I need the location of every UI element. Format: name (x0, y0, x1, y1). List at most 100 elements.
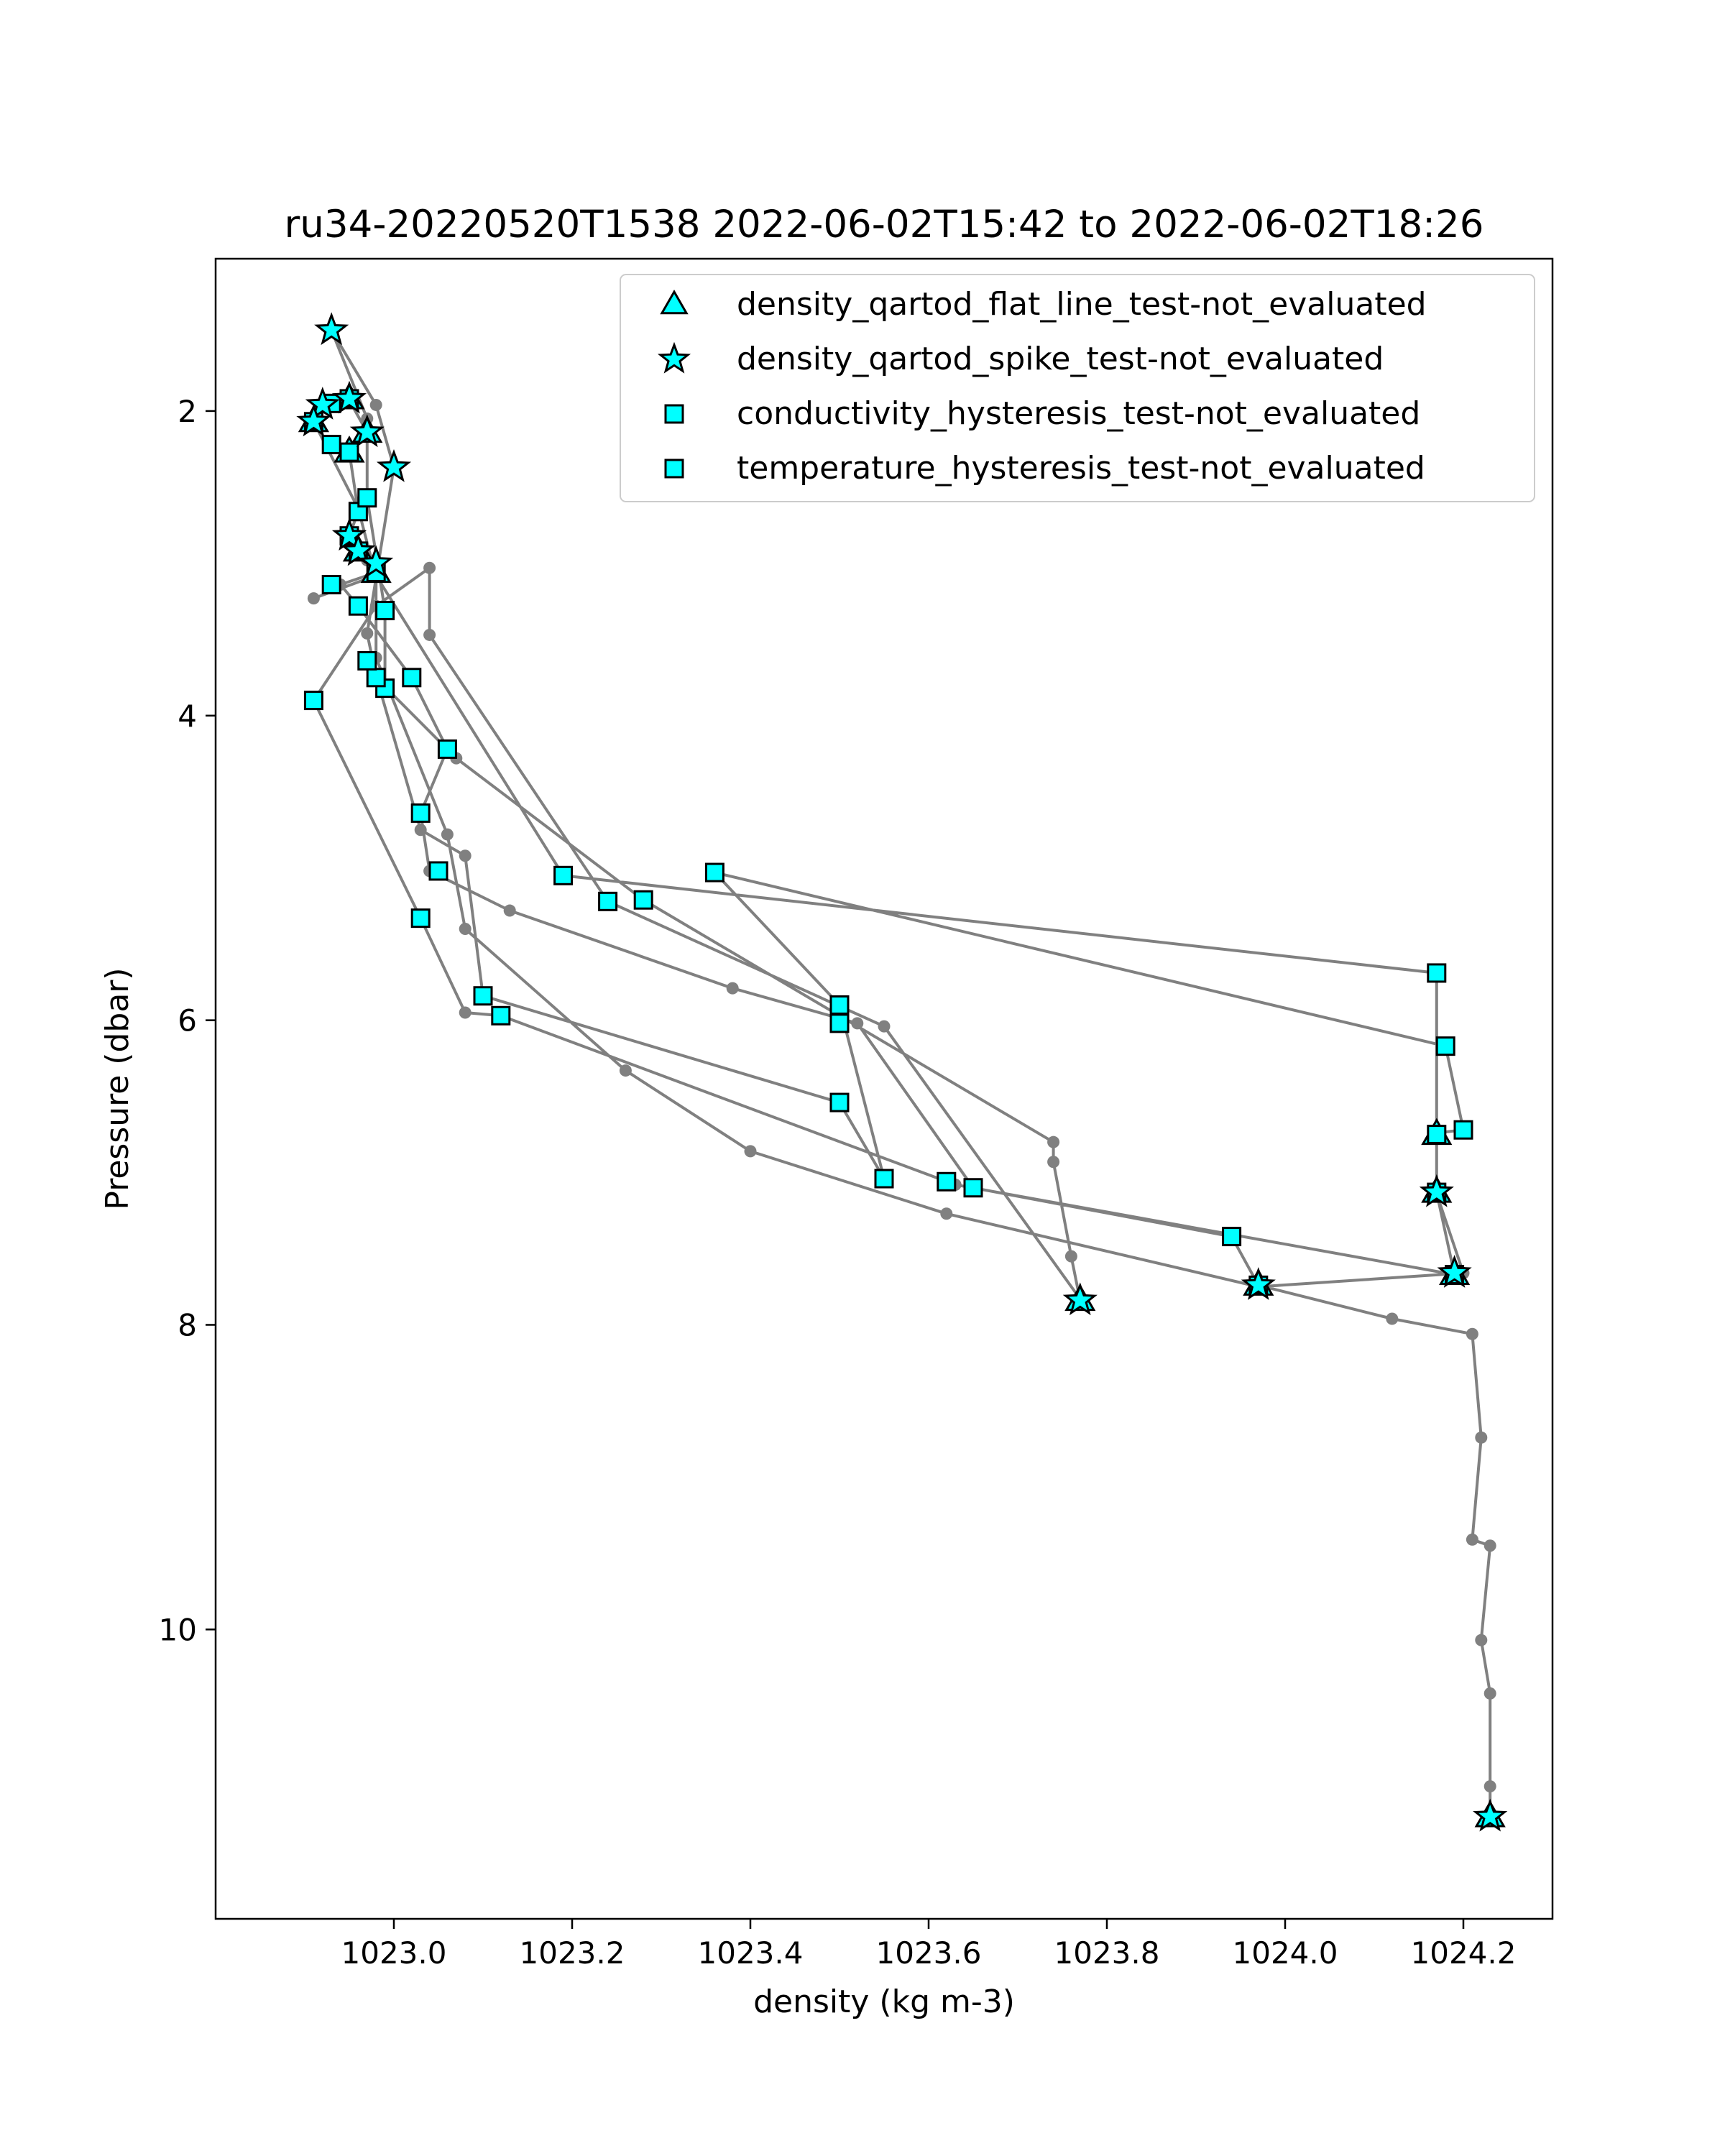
profile-point (459, 1006, 472, 1019)
profile-point (503, 904, 516, 917)
hysteresis-test-marker (473, 986, 493, 1006)
hysteresis-test-marker (357, 488, 377, 508)
profile-point (1064, 1250, 1077, 1263)
hysteresis-test-marker (874, 1169, 894, 1189)
profile-point (423, 628, 436, 641)
legend-square-icon (664, 459, 684, 479)
x-tick-label: 1023.0 (341, 1935, 447, 1971)
profile-point (459, 922, 472, 935)
hysteresis-test-marker (633, 890, 653, 910)
profile-point (1484, 1780, 1496, 1793)
hysteresis-test-marker (963, 1178, 983, 1198)
legend-label-temperature-hysteresis: temperature_hysteresis_test-not_evaluate… (737, 450, 1425, 487)
x-tick-label: 1023.2 (520, 1935, 625, 1971)
spike-test-marker (296, 403, 331, 437)
hysteresis-test-marker (321, 575, 341, 595)
spike-test-marker (341, 533, 376, 566)
hysteresis-test-marker (1435, 1036, 1455, 1056)
plot-frame (214, 257, 1554, 1920)
legend-frame (620, 274, 1535, 502)
profile-point (619, 1064, 632, 1077)
hysteresis-test-marker (1427, 1125, 1447, 1145)
profile-point (744, 1145, 757, 1158)
legend: density_qartod_flat_line_test-not_evalua… (620, 274, 1535, 502)
hysteresis-test-marker (410, 803, 431, 823)
spike-test-marker (359, 545, 394, 579)
spike-test-marker (1419, 1174, 1454, 1207)
hysteresis-test-marker (1453, 1120, 1473, 1140)
profile-point (1475, 1431, 1488, 1444)
spike-test-marker (314, 312, 349, 346)
profile-point (459, 849, 472, 862)
profile-point (423, 561, 436, 574)
profile-point (441, 828, 454, 841)
profile-point (1475, 1634, 1488, 1646)
hysteresis-test-marker (598, 891, 618, 911)
spike-test-marker (1473, 1798, 1508, 1832)
hysteresis-test-marker (375, 601, 395, 621)
spike-test-marker (331, 517, 367, 551)
profile-lines (312, 328, 1492, 1817)
profile-point (878, 1020, 891, 1033)
spike-test-markers (296, 312, 1508, 1832)
y-tick-label: 10 (159, 1612, 197, 1647)
spike-test-marker (1241, 1267, 1276, 1300)
hysteresis-test-marker (1427, 963, 1447, 983)
y-tick-label: 2 (178, 394, 197, 429)
spike-test-marker (1062, 1282, 1098, 1316)
profile-point (1047, 1156, 1060, 1169)
hysteresis-test-marker (410, 908, 431, 929)
legend-triangle-icon (660, 289, 689, 315)
hysteresis-test-marker (402, 668, 422, 688)
profile-point (851, 1017, 864, 1030)
hysteresis-test-marker (366, 668, 386, 688)
x-tick-label: 1024.2 (1411, 1935, 1517, 1971)
hysteresis-test-marker (937, 1171, 957, 1192)
profile-line (312, 328, 1492, 1817)
profile-point (307, 592, 320, 605)
hysteresis-test-marker (829, 995, 850, 1015)
hysteresis-test-marker (1222, 1227, 1242, 1247)
x-tick-label: 1023.8 (1054, 1935, 1160, 1971)
hysteresis-test-marker (829, 1013, 850, 1033)
hysteresis-test-marker (357, 650, 377, 671)
legend-markers (657, 289, 691, 479)
profile-point (369, 398, 382, 411)
hysteresis-test-marker (339, 442, 359, 462)
legend-label-conductivity-hysteresis: conductivity_hysteresis_test-not_evaluat… (737, 395, 1420, 432)
hysteresis-test-marker (303, 691, 323, 711)
profile-point (1466, 1533, 1478, 1546)
spike-test-marker (376, 449, 412, 482)
x-tick-label: 1023.4 (698, 1935, 804, 1971)
profile-point (1484, 1687, 1496, 1700)
legend-star-icon (657, 341, 691, 374)
profile-point (1466, 1327, 1478, 1340)
legend-label-flat-line: density_qartod_flat_line_test-not_evalua… (737, 286, 1427, 323)
x-tick-label: 1023.6 (876, 1935, 982, 1971)
hysteresis-test-marker (829, 1092, 850, 1112)
profile-point (726, 982, 739, 995)
hysteresis-test-marker (437, 739, 457, 759)
spike-test-marker (1437, 1255, 1472, 1288)
legend-label-spike: density_qartod_spike_test-not_evaluated (737, 341, 1384, 377)
hysteresis-test-marker (428, 861, 448, 881)
chart-title: ru34-20220520T1538 2022-06-02T15:42 to 2… (285, 203, 1484, 247)
profile-point (1047, 1135, 1060, 1148)
y-axis-label: Pressure (dbar) (99, 967, 136, 1210)
hysteresis-test-marker (704, 862, 724, 883)
legend-square-icon (664, 404, 684, 424)
profile-point (940, 1207, 953, 1220)
x-axis-ticks: 1023.0 1023.2 1023.4 1023.6 1023.8 1024.0 1024… (341, 1919, 1517, 1971)
profile-point (361, 627, 374, 640)
spike-test-marker (305, 387, 340, 420)
y-tick-label: 6 (178, 1003, 197, 1038)
hysteresis-test-marker (321, 435, 341, 455)
spike-test-marker (331, 380, 367, 414)
profile-point (414, 824, 427, 837)
hysteresis-test-marker (348, 596, 368, 616)
y-tick-label: 4 (178, 699, 197, 734)
profile-point (1484, 1539, 1496, 1552)
profile-point (1386, 1312, 1399, 1325)
y-axis-ticks: 2 4 6 8 10 (159, 394, 216, 1647)
